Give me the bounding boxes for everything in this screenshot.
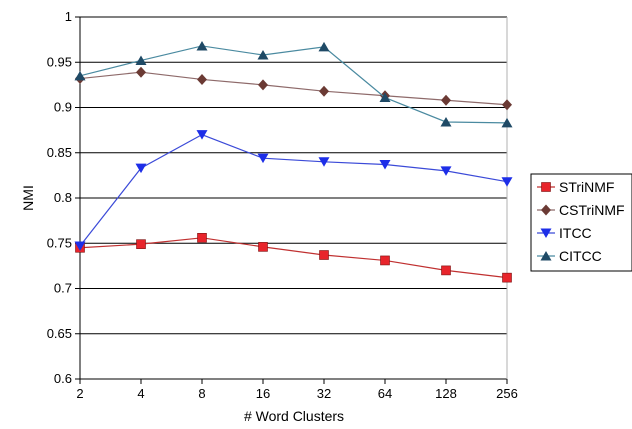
data-point [441,94,451,106]
series-line [79,45,508,124]
x-tick-label: 128 [435,386,457,401]
legend-marker [541,182,551,192]
legend-label: CITCC [559,248,602,264]
y-tick-label: 0.85 [47,145,72,160]
data-point [440,116,452,127]
y-tick-label: 0.7 [54,281,72,296]
data-point [136,239,146,249]
legend-marker [541,204,551,216]
data-point [135,163,147,174]
data-point [258,242,268,252]
y-tick-label: 0.75 [47,235,72,250]
data-point [196,130,208,140]
y-tick-label: 1 [65,9,72,24]
legend-label: CSTriNMF [559,202,625,218]
legend-marker [540,228,552,238]
data-point [501,177,513,187]
x-axis-label: # Word Clusters [244,408,344,424]
legend-item-strinmf: STriNMF [537,179,614,195]
data-point [441,265,451,276]
data-point [74,70,86,81]
x-tick-label: 32 [317,386,331,401]
data-point [197,73,207,85]
series-itcc [74,130,513,251]
y-tick-label: 0.8 [54,190,72,205]
data-point [501,117,513,128]
series-line [79,133,508,247]
data-point [502,272,512,283]
x-tick-label: 4 [137,386,144,401]
x-tick-label: 2 [76,386,83,401]
legend: STriNMF CSTriNMF ITCC CITCC [530,173,632,272]
x-tick-label: 8 [198,386,205,401]
series-citcc [74,40,513,128]
data-point [319,250,329,260]
data-point [257,50,269,60]
x-tick-labels: 2 4 8 16 32 64 128 256 [76,386,517,401]
y-tick-label: 0.65 [47,326,72,341]
legend-item-cstrinmf: CSTriNMF [537,202,625,218]
data-point [380,255,390,266]
data-point [196,40,208,51]
data-point [258,79,268,91]
legend-item-citcc: CITCC [537,248,602,264]
data-point [197,233,207,243]
data-point [502,99,512,111]
x-tick-label: 16 [256,386,270,401]
series-line [79,237,508,279]
data-point [379,160,391,170]
series-cstrinmf [75,66,512,111]
y-tick-label: 0.95 [47,54,72,69]
data-point [135,55,147,65]
x-tick-label: 64 [378,386,392,401]
y-tick-labels: 0.6 0.65 0.7 0.75 0.8 0.85 0.9 0.95 1 [47,9,72,386]
y-axis-label: NMI [20,185,36,211]
legend-marker [540,251,552,261]
data-point [379,92,391,103]
data-point [319,85,329,97]
legend-item-itcc: ITCC [537,225,592,241]
series-line [79,71,508,106]
data-point [318,41,330,52]
data-point [74,241,86,251]
series-group [74,40,513,283]
data-point [440,166,452,176]
y-tick-label: 0.9 [54,100,72,115]
x-tick-label: 256 [496,386,518,401]
data-point [318,157,330,167]
data-point [136,66,146,78]
y-tick-label: 0.6 [54,371,72,386]
legend-label: ITCC [559,225,592,241]
data-point [257,153,269,164]
legend-label: STriNMF [559,179,614,195]
